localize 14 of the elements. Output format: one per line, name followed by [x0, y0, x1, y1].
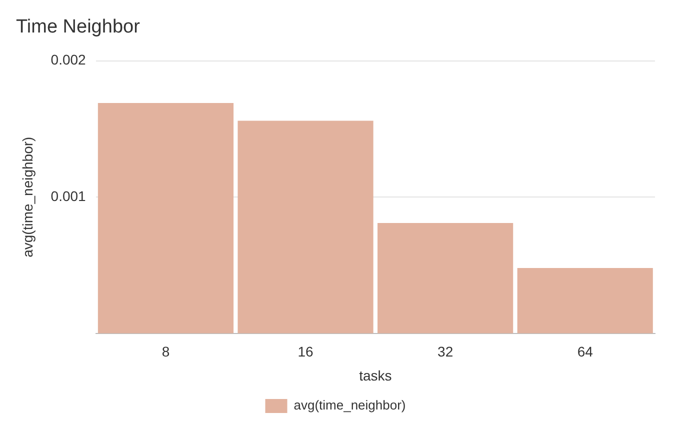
bar [98, 103, 234, 334]
legend-label: avg(time_neighbor) [294, 398, 406, 413]
bar [378, 222, 514, 334]
x-axis-title: tasks [359, 367, 392, 384]
x-tick-label: 32 [438, 344, 454, 360]
y-axis-title: avg(time_neighbor) [19, 136, 36, 258]
x-tick-label: 8 [162, 344, 170, 360]
bar [238, 120, 374, 334]
bar [517, 268, 653, 334]
chart-title: Time Neighbor [16, 16, 141, 38]
y-tick-label: 0.002 [50, 52, 86, 68]
x-tick-label: 64 [577, 344, 594, 360]
x-tick-label: 16 [298, 344, 314, 360]
y-tick-label: 0.001 [50, 188, 86, 204]
